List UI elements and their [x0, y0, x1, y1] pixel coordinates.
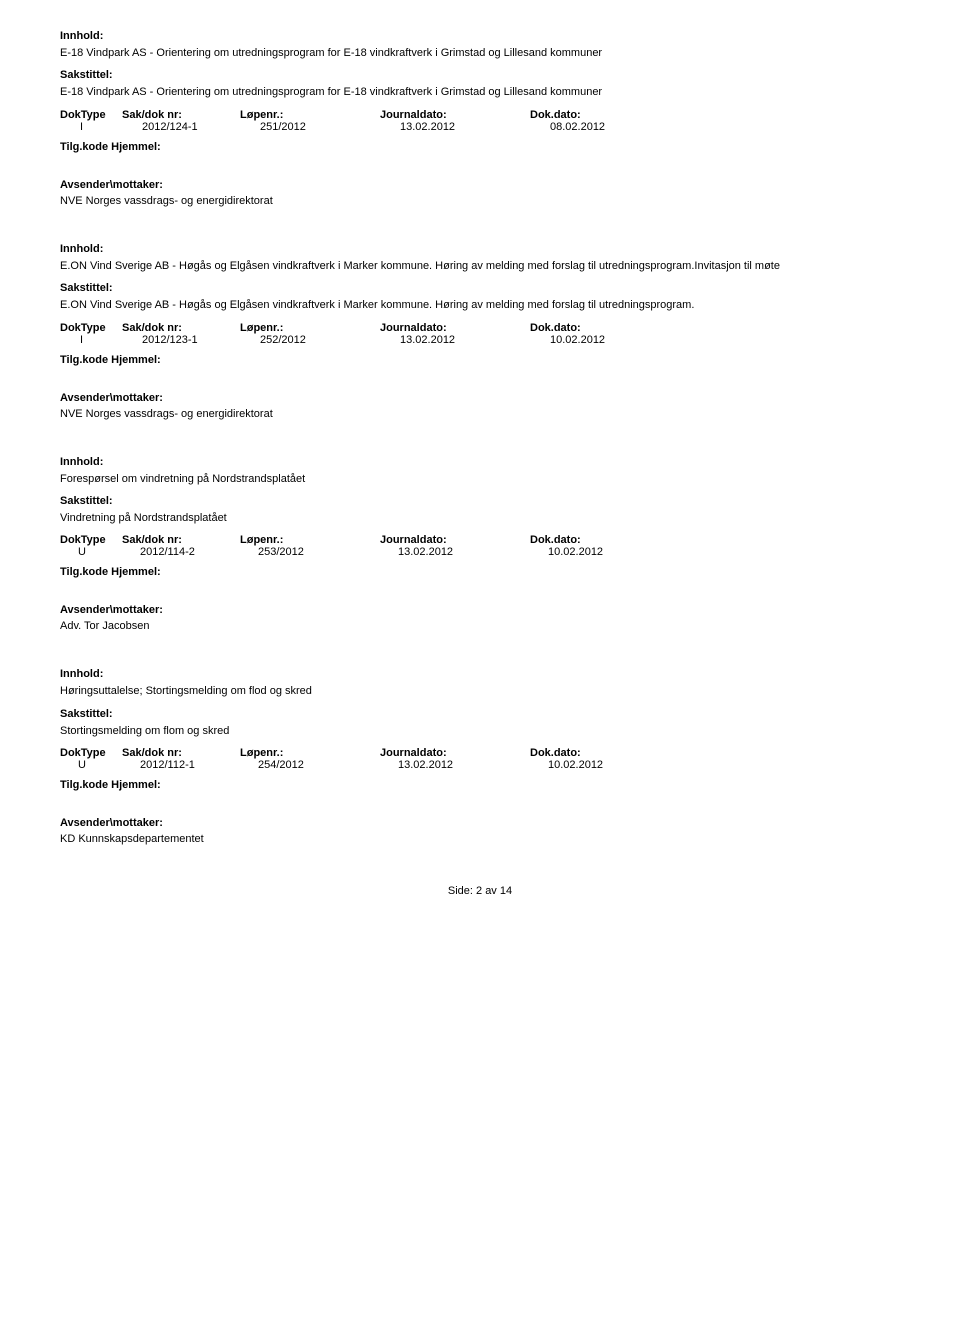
sakstittel-value: E.ON Vind Sverige AB - Høgås og Elgåsen … [60, 298, 900, 313]
header-journaldato: Journaldato: [380, 322, 530, 334]
value-sakdok: 2012/124-1 [142, 121, 260, 133]
value-lopenr: 254/2012 [258, 759, 398, 771]
header-sakdok: Sak/dok nr: [122, 109, 240, 121]
value-lopenr: 253/2012 [258, 546, 398, 558]
table-header: DokType Sak/dok nr: Løpenr.: Journaldato… [60, 109, 900, 121]
value-journaldato: 13.02.2012 [400, 121, 550, 133]
journal-entry: Innhold: Høringsuttalelse; Stortingsmeld… [60, 668, 900, 845]
header-doktype: DokType [60, 322, 122, 334]
value-lopenr: 251/2012 [260, 121, 400, 133]
header-sakdok: Sak/dok nr: [122, 534, 240, 546]
tilgkode-hjemmel: Tilg.kode Hjemmel: [60, 141, 900, 153]
innhold-label: Innhold: [60, 243, 900, 255]
avsender-value: NVE Norges vassdrags- og energidirektora… [60, 408, 900, 420]
value-sakdok: 2012/123-1 [142, 334, 260, 346]
header-dokdato: Dok.dato: [530, 534, 680, 546]
header-doktype: DokType [60, 747, 122, 759]
innhold-value: E.ON Vind Sverige AB - Høgås og Elgåsen … [60, 259, 900, 274]
value-journaldato: 13.02.2012 [398, 759, 548, 771]
sakstittel-label: Sakstittel: [60, 495, 900, 507]
header-journaldato: Journaldato: [380, 109, 530, 121]
value-lopenr: 252/2012 [260, 334, 400, 346]
header-dokdato: Dok.dato: [530, 322, 680, 334]
table-header: DokType Sak/dok nr: Løpenr.: Journaldato… [60, 747, 900, 759]
value-dokdato: 08.02.2012 [550, 121, 700, 133]
tilgkode-hjemmel: Tilg.kode Hjemmel: [60, 779, 900, 791]
journal-entry: Innhold: E-18 Vindpark AS - Orientering … [60, 30, 900, 207]
journal-entry: Innhold: E.ON Vind Sverige AB - Høgås og… [60, 243, 900, 420]
value-sakdok: 2012/112-1 [140, 759, 258, 771]
header-sakdok: Sak/dok nr: [122, 747, 240, 759]
avsender-label: Avsender\mottaker: [60, 179, 900, 191]
innhold-label: Innhold: [60, 30, 900, 42]
sakstittel-value: Stortingsmelding om flom og skred [60, 724, 900, 739]
value-dokdato: 10.02.2012 [548, 546, 698, 558]
header-journaldato: Journaldato: [380, 747, 530, 759]
header-lopenr: Løpenr.: [240, 747, 380, 759]
value-doktype: I [60, 121, 142, 133]
tilgkode-hjemmel: Tilg.kode Hjemmel: [60, 566, 900, 578]
value-journaldato: 13.02.2012 [400, 334, 550, 346]
header-lopenr: Løpenr.: [240, 322, 380, 334]
header-lopenr: Løpenr.: [240, 534, 380, 546]
journal-entry: Innhold: Forespørsel om vindretning på N… [60, 456, 900, 633]
table-row: I 2012/124-1 251/2012 13.02.2012 08.02.2… [60, 121, 900, 133]
sakstittel-value: E-18 Vindpark AS - Orientering om utredn… [60, 85, 900, 100]
innhold-value: Forespørsel om vindretning på Nordstrand… [60, 472, 900, 487]
innhold-label: Innhold: [60, 668, 900, 680]
sakstittel-label: Sakstittel: [60, 69, 900, 81]
innhold-label: Innhold: [60, 456, 900, 468]
value-doktype: I [60, 334, 142, 346]
header-dokdato: Dok.dato: [530, 747, 680, 759]
sakstittel-label: Sakstittel: [60, 282, 900, 294]
header-journaldato: Journaldato: [380, 534, 530, 546]
table-row: U 2012/114-2 253/2012 13.02.2012 10.02.2… [60, 546, 900, 558]
table-header: DokType Sak/dok nr: Løpenr.: Journaldato… [60, 322, 900, 334]
avsender-label: Avsender\mottaker: [60, 604, 900, 616]
value-doktype: U [60, 759, 140, 771]
table-row: I 2012/123-1 252/2012 13.02.2012 10.02.2… [60, 334, 900, 346]
sakstittel-value: Vindretning på Nordstrandsplatået [60, 511, 900, 526]
header-doktype: DokType [60, 534, 122, 546]
avsender-value: Adv. Tor Jacobsen [60, 620, 900, 632]
value-dokdato: 10.02.2012 [550, 334, 700, 346]
avsender-value: NVE Norges vassdrags- og energidirektora… [60, 195, 900, 207]
avsender-value: KD Kunnskapsdepartementet [60, 833, 900, 845]
header-sakdok: Sak/dok nr: [122, 322, 240, 334]
innhold-value: Høringsuttalelse; Stortingsmelding om fl… [60, 684, 900, 699]
header-lopenr: Løpenr.: [240, 109, 380, 121]
value-sakdok: 2012/114-2 [140, 546, 258, 558]
innhold-value: E-18 Vindpark AS - Orientering om utredn… [60, 46, 900, 61]
table-row: U 2012/112-1 254/2012 13.02.2012 10.02.2… [60, 759, 900, 771]
page-container: Innhold: E-18 Vindpark AS - Orientering … [0, 0, 960, 917]
table-header: DokType Sak/dok nr: Løpenr.: Journaldato… [60, 534, 900, 546]
tilgkode-hjemmel: Tilg.kode Hjemmel: [60, 354, 900, 366]
page-footer: Side: 2 av 14 [60, 885, 900, 897]
value-journaldato: 13.02.2012 [398, 546, 548, 558]
header-doktype: DokType [60, 109, 122, 121]
header-dokdato: Dok.dato: [530, 109, 680, 121]
avsender-label: Avsender\mottaker: [60, 392, 900, 404]
value-dokdato: 10.02.2012 [548, 759, 698, 771]
sakstittel-label: Sakstittel: [60, 708, 900, 720]
avsender-label: Avsender\mottaker: [60, 817, 900, 829]
value-doktype: U [60, 546, 140, 558]
